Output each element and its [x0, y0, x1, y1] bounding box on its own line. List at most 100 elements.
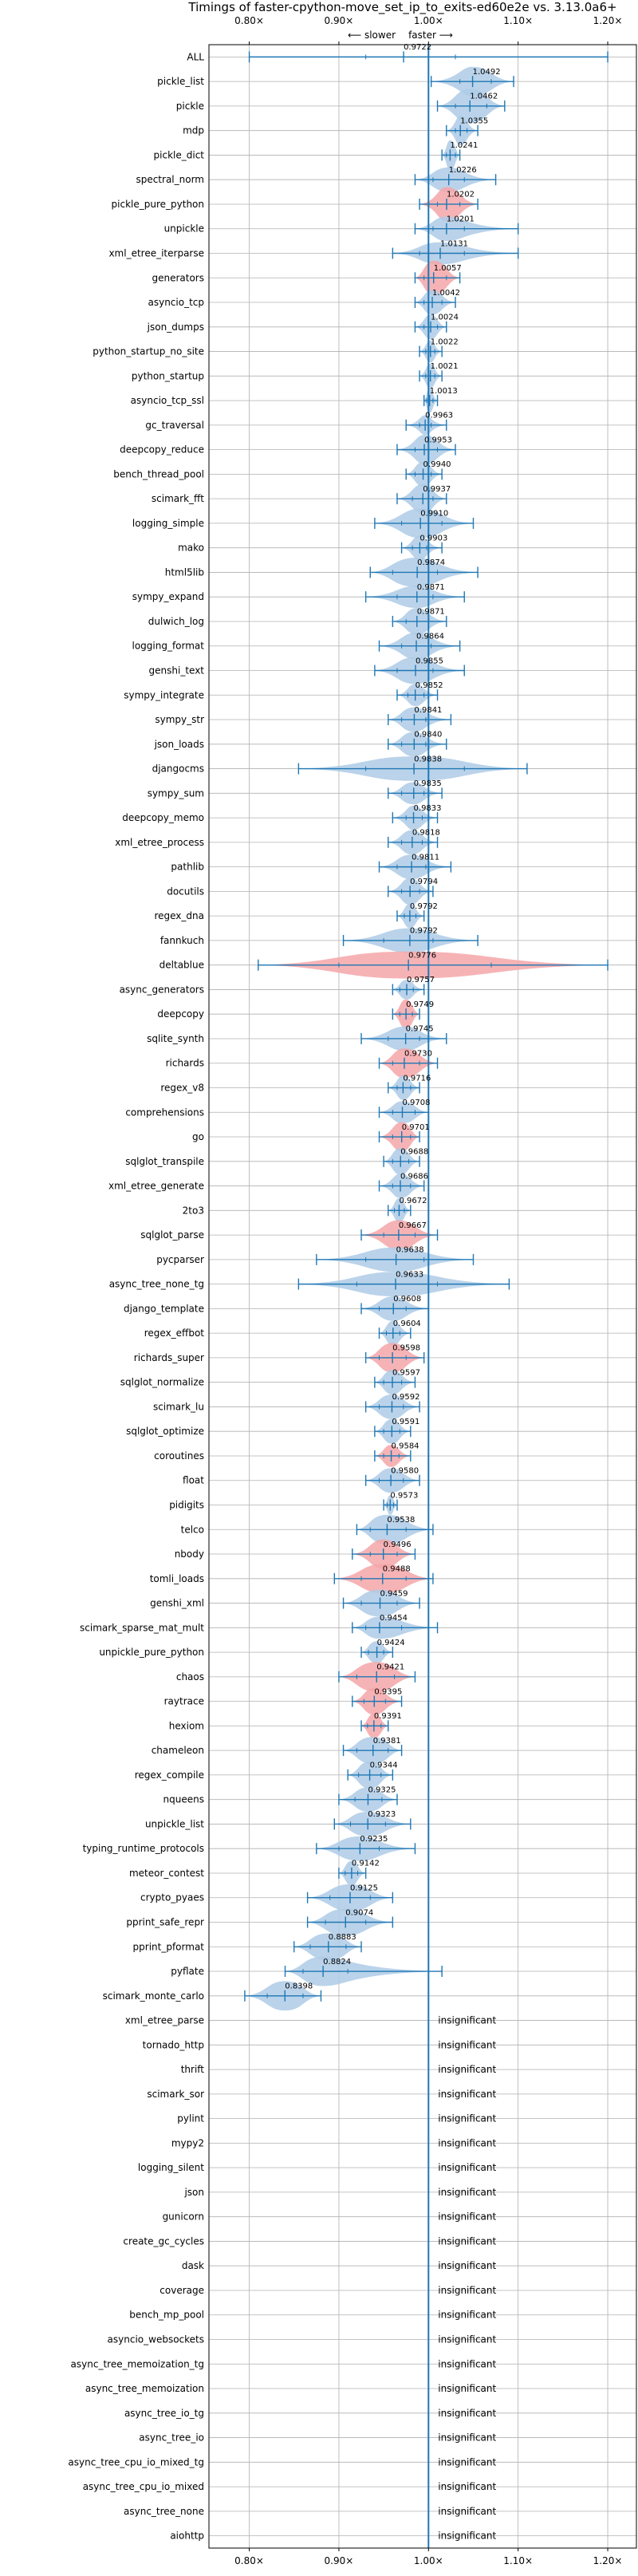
benchmark-label: async_tree_memoization	[85, 2383, 204, 2394]
benchmark-label: go	[192, 1131, 204, 1142]
bottom-tick-label: 1.20×	[593, 2555, 623, 2566]
benchmark-label: spectral_norm	[136, 174, 204, 185]
value-label: 0.9838	[414, 755, 442, 763]
benchmark-label: tomli_loads	[150, 1573, 204, 1584]
value-label: 0.9325	[368, 1785, 396, 1794]
benchmark-label: sympy_expand	[132, 591, 204, 602]
benchmark-label: deepcopy	[157, 1008, 204, 1020]
insignificant-label: insignificant	[438, 2064, 496, 2075]
value-label: 0.9580	[391, 1467, 419, 1476]
benchmark-label: coroutines	[154, 1450, 204, 1462]
benchmark-label: raytrace	[164, 1696, 204, 1707]
value-label: 0.8398	[285, 1982, 313, 1991]
benchmark-label: pprint_pformat	[133, 1941, 205, 1952]
benchmark-label: sqlglot_parse	[140, 1229, 204, 1241]
value-label: 0.9638	[396, 1246, 424, 1255]
value-label: 1.0226	[449, 166, 477, 175]
value-label: 0.9424	[377, 1639, 405, 1647]
benchmark-label: async_generators	[120, 984, 204, 995]
benchmark-label: deltablue	[160, 960, 204, 971]
benchmark-label: typing_runtime_protocols	[83, 1843, 204, 1854]
value-label: 0.9818	[412, 829, 440, 838]
insignificant-label: insignificant	[438, 2481, 496, 2492]
benchmark-label: ALL	[187, 51, 204, 62]
insignificant-label: insignificant	[438, 2235, 496, 2247]
faster-label: faster ⟶	[408, 30, 453, 41]
value-label: 0.9792	[410, 927, 438, 936]
benchmark-label: django_template	[124, 1303, 204, 1314]
plot-frame	[208, 44, 637, 2549]
insignificant-label: insignificant	[438, 2187, 496, 2198]
value-label: 1.0022	[431, 337, 459, 346]
value-label: 0.9125	[350, 1884, 378, 1893]
benchmark-label: gunicorn	[163, 2211, 204, 2223]
benchmark-label: bench_thread_pool	[113, 468, 204, 479]
benchmark-label: logging_format	[132, 641, 204, 652]
benchmark-label: nbody	[175, 1548, 204, 1560]
value-label: 1.0202	[447, 191, 475, 199]
value-label: 0.9604	[393, 1320, 421, 1328]
value-label: 0.9459	[380, 1589, 408, 1598]
value-label: 0.9381	[373, 1737, 401, 1746]
benchmark-label: genshi_xml	[150, 1598, 204, 1609]
benchmark-label: hexiom	[169, 1720, 204, 1731]
bottom-tick-label: 1.00×	[414, 2555, 443, 2566]
value-label: 0.9688	[400, 1148, 428, 1157]
value-label: 1.0241	[450, 141, 478, 150]
benchmark-label: logging_silent	[138, 2162, 204, 2173]
value-label: 0.9608	[393, 1295, 421, 1304]
benchmark-label: chaos	[176, 1671, 204, 1682]
value-label: 0.9716	[403, 1074, 431, 1083]
benchmark-label: gc_traversal	[145, 420, 204, 431]
benchmark-label: async_tree_cpu_io_mixed_tg	[68, 2456, 204, 2468]
value-label: 0.9749	[406, 1000, 434, 1009]
value-label: 1.0492	[473, 68, 501, 77]
value-label: 0.9871	[417, 608, 445, 617]
value-label: 0.9852	[415, 681, 443, 690]
value-label: 0.9598	[392, 1344, 420, 1353]
benchmark-label: unpickle_pure_python	[99, 1647, 204, 1658]
benchmark-label: asyncio_tcp	[148, 297, 204, 308]
insignificant-label: insignificant	[438, 2039, 496, 2050]
benchmark-label: crypto_pyaes	[140, 1892, 204, 1903]
benchmark-label: pickle_list	[157, 76, 204, 87]
value-label: 1.0462	[470, 93, 498, 101]
value-label: 0.9953	[424, 436, 452, 444]
insignificant-label: insignificant	[438, 2408, 496, 2419]
benchmark-label: pickle_pure_python	[112, 199, 204, 210]
value-label: 0.9871	[417, 583, 445, 592]
benchmark-label: genshi_text	[149, 665, 205, 677]
benchmark-label: mako	[178, 542, 204, 554]
insignificant-label: insignificant	[438, 2211, 496, 2223]
value-label: 0.9633	[396, 1270, 423, 1279]
benchmark-label: djangocms	[152, 763, 204, 775]
benchmark-label: asyncio_websockets	[108, 2334, 204, 2345]
value-label: 0.9811	[412, 853, 439, 862]
value-label: 0.9454	[380, 1614, 408, 1623]
value-label: 1.0024	[431, 314, 459, 322]
top-tick-label: 1.20×	[593, 15, 623, 26]
insignificant-label: insignificant	[438, 2285, 496, 2296]
bottom-tick-label: 0.90×	[325, 2555, 354, 2566]
value-label: 0.9395	[374, 1687, 402, 1696]
labels: ALL 0.9722 pickle_list 1.0492 pickle 1.0462 md…	[68, 43, 500, 2541]
value-label: 0.9323	[368, 1810, 396, 1819]
value-label: 0.9874	[417, 558, 445, 567]
value-label: 0.9591	[392, 1418, 419, 1426]
benchmark-label: telco	[181, 1524, 204, 1535]
benchmark-label: scimark_monte_carlo	[103, 1990, 204, 2002]
value-label: 0.9730	[404, 1050, 432, 1059]
benchmark-label: xml_etree_process	[115, 837, 204, 848]
benchmark-label: json	[183, 2187, 204, 2198]
insignificant-label: insignificant	[438, 2334, 496, 2345]
insignificant-label: insignificant	[438, 2432, 496, 2444]
insignificant-label: insignificant	[438, 2383, 496, 2394]
value-label: 0.9745	[406, 1025, 434, 1034]
axes: 0.80× 0.80× 0.90× 0.90× 1.00× 1.00× 1.10× 1.10×…	[208, 15, 637, 2566]
value-label: 0.9667	[399, 1221, 427, 1230]
benchmark-label: 2to3	[183, 1205, 204, 1216]
value-label: 0.9597	[392, 1368, 420, 1377]
benchmark-label: async_tree_none	[124, 2506, 204, 2517]
value-label: 0.9573	[390, 1491, 418, 1500]
benchmark-label: scimark_sor	[147, 2089, 204, 2100]
